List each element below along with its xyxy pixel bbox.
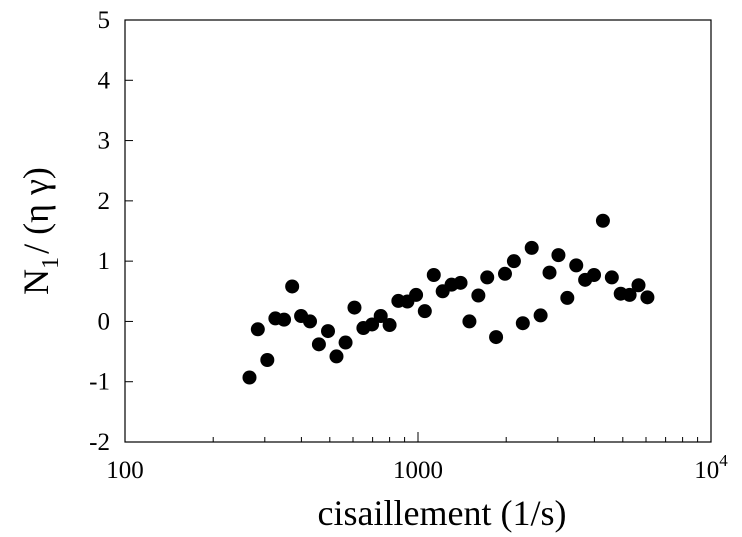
data-point [560,290,575,305]
x-axis-tick-labels: 100 1000 104 [106,451,728,484]
data-point [382,318,397,333]
data-point [542,265,557,280]
x-tick-label: 100 [106,457,144,484]
data-point [551,248,566,263]
data-point [373,309,388,324]
data-point [277,312,292,327]
x-tick-label-exponent: 4 [719,451,728,470]
x-tick-label-base: 10 [694,457,719,484]
data-point [321,324,336,339]
data-points [242,213,655,385]
data-point [524,240,539,255]
data-point [622,287,637,302]
x-tick-label: 1000 [393,457,443,484]
x-tick-label: 104 [694,451,728,484]
data-point [303,314,318,329]
y-tick-label: 5 [98,7,111,34]
data-point [471,288,486,303]
data-point [250,322,265,337]
y-axis-title: N1 / (η γ) [16,167,64,295]
data-point [515,316,530,331]
y-tick-label: 0 [98,308,111,335]
y-tick-label: 2 [98,188,111,215]
data-point [417,304,432,319]
data-point [462,314,477,329]
data-point [365,317,380,332]
y-tick-label: -1 [89,369,110,396]
data-point [631,278,646,293]
y-axis-title-rest: / (η γ) [16,167,56,254]
data-point [409,287,424,302]
data-point [640,290,655,305]
y-axis-title-subscript: 1 [38,257,64,269]
data-point [604,270,619,285]
data-point [587,268,602,283]
y-axis-title-n: N [16,269,56,295]
data-point [329,349,344,364]
x-axis-ticks [124,432,712,442]
data-point [506,254,521,269]
x-axis-title: cisaillement (1/s) [318,493,567,533]
data-point [347,300,362,315]
data-point [533,308,548,323]
data-point [285,279,300,294]
data-point [569,258,584,273]
y-tick-label: 4 [98,67,111,94]
x-tick-label-base: 1000 [393,457,443,484]
data-point [311,337,326,352]
y-tick-label: 3 [98,128,111,155]
plot-frame [124,19,712,443]
x-tick-label-base: 100 [106,457,144,484]
data-point [497,266,512,281]
data-point [426,268,441,283]
data-point [453,275,468,290]
y-tick-label: 1 [98,248,111,275]
y-axis-tick-labels: -2 -1 0 1 2 3 4 5 [89,7,110,456]
data-point [595,213,610,228]
y-axis-ticks [125,19,133,443]
y-tick-label: -2 [89,429,110,456]
data-point [338,335,353,350]
data-point [489,330,504,345]
data-point [242,370,257,385]
data-point [260,353,275,368]
data-point [480,270,495,285]
